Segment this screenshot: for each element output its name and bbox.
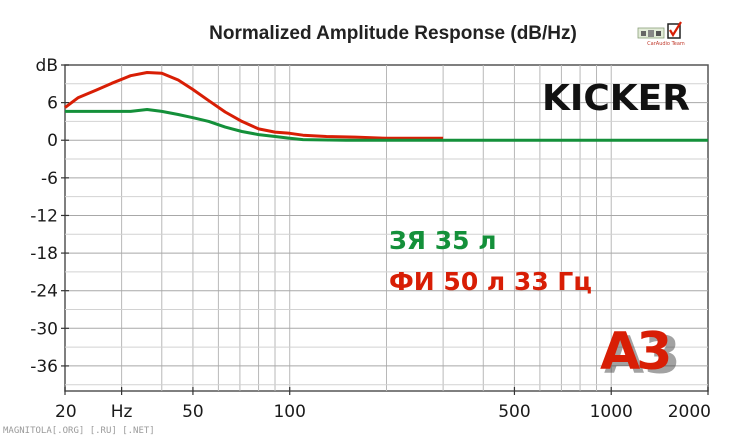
x-tick-label: 100 (273, 402, 305, 422)
series-layer (64, 71, 708, 142)
grid (65, 65, 708, 391)
y-tick-label: dB (36, 56, 58, 76)
y-tick-label: -18 (30, 244, 58, 264)
x-tick-label: Hz (111, 402, 133, 422)
a3-badge: A3 A3 (600, 322, 680, 386)
series-line-ported (64, 71, 444, 140)
y-tick-label: -30 (30, 319, 58, 339)
x-tick-label: 500 (498, 402, 530, 422)
annotation-closed-box: ЗЯ 35 л (389, 226, 497, 255)
x-tick-label: 50 (182, 402, 204, 422)
logo-caption: CarAudio Team (647, 41, 685, 47)
annotation-ported-box: ФИ 50 л 33 Гц (389, 267, 592, 296)
y-tick-label: 6 (47, 94, 58, 114)
x-tick-label: 2000 (668, 402, 711, 422)
y-axis: dB 6 0 -6 -12 -18 -24 -30 -36 (30, 56, 69, 377)
x-tick-label: 1000 (590, 402, 633, 422)
y-tick-label: -12 (30, 206, 58, 226)
svg-text:A3: A3 (604, 326, 680, 386)
x-tick-label: 20 (55, 402, 77, 422)
y-tick-label: 0 (47, 131, 58, 151)
magazine-logo: CarAudio Team (637, 21, 685, 47)
series-line-closed (65, 108, 708, 142)
watermark: MAGNITOLA[.ORG] [.RU] [.NET] (3, 426, 155, 436)
x-axis: 20 Hz 50 100 500 1000 2000 (55, 387, 711, 422)
y-tick-label: -6 (41, 169, 58, 189)
brand-label: KICKER (542, 78, 690, 119)
a3-badge-text: A3 (600, 322, 669, 382)
y-tick-label: -36 (30, 357, 58, 377)
chart-title: Normalized Amplitude Response (dB/Hz) (209, 23, 577, 44)
y-tick-label: -24 (30, 282, 58, 302)
